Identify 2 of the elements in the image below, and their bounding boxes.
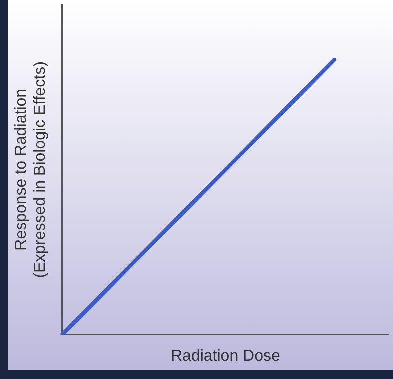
y-axis-title: Response to Radiation (Expressed in Biologic Effects) — [13, 62, 50, 278]
x-axis-title: Radiation Dose — [170, 348, 280, 365]
